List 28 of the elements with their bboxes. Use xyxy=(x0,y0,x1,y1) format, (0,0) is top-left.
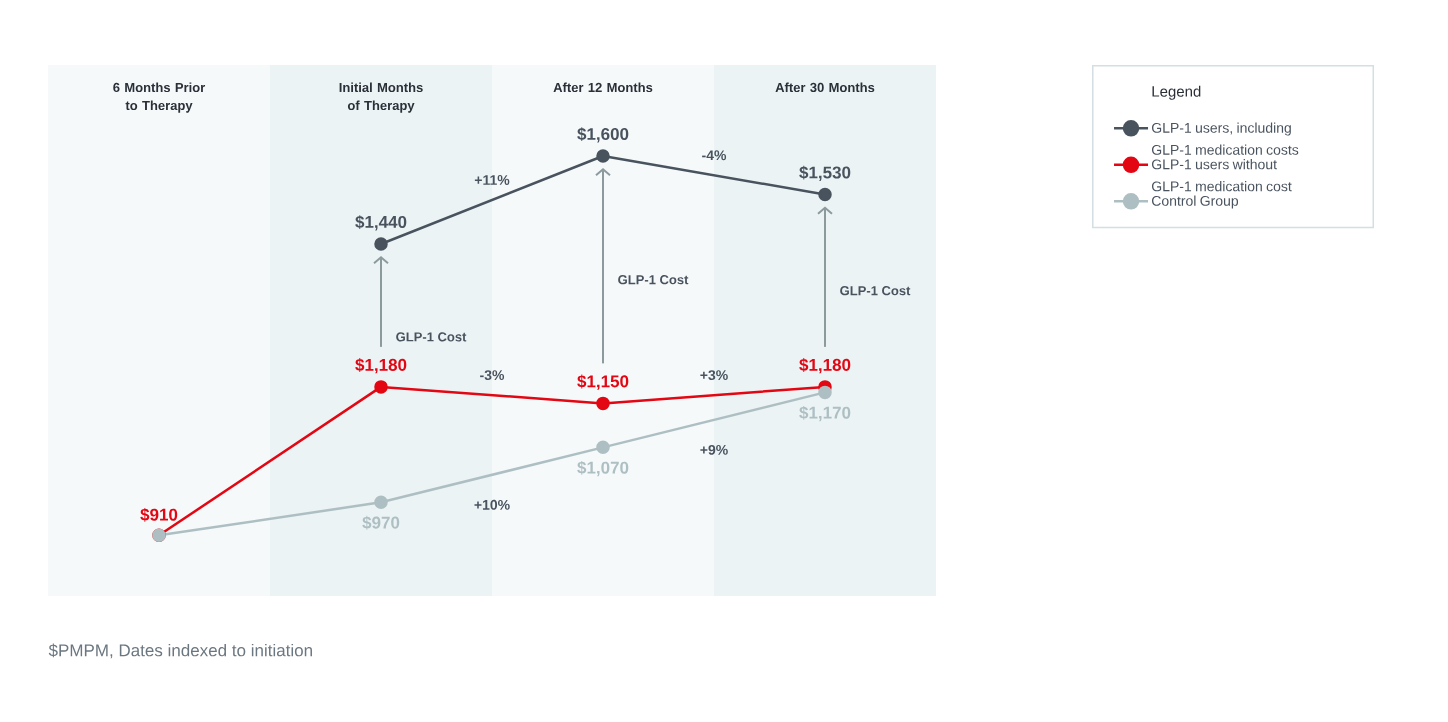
annotation: GLP-1 Cost xyxy=(618,275,689,285)
legend-label: GLP-1 users, including GLP-1 medication costs xyxy=(1151,122,1299,155)
x-tick-label: After 12 Months xyxy=(553,82,653,93)
data-label: $1,600 xyxy=(577,127,629,143)
data-label: $910 xyxy=(140,507,178,522)
annotation: -4% xyxy=(702,150,727,161)
annotation: -3% xyxy=(480,370,505,381)
data-label: $1,070 xyxy=(577,460,629,477)
data-label: $1,150 xyxy=(577,374,629,390)
data-label: $1,180 xyxy=(799,358,851,374)
data-label: $1,180 xyxy=(355,358,407,374)
data-label: $1,440 xyxy=(355,215,407,231)
data-label: $970 xyxy=(362,515,400,530)
data-label: $1,170 xyxy=(799,405,851,422)
annotation: +10% xyxy=(474,499,510,510)
text: $PMPM, Dates indexed to initiation xyxy=(48,643,312,659)
legend-title: Legend xyxy=(1152,85,1201,100)
legend-label: GLP-1 users without GLP-1 medication cost xyxy=(1151,159,1292,192)
annotation: +9% xyxy=(700,444,728,455)
annotation: GLP-1 Cost xyxy=(840,286,911,296)
x-tick-label: After 30 Months xyxy=(775,82,875,93)
x-tick-label: 6 Months Prior to Therapy xyxy=(113,82,206,113)
annotation: +11% xyxy=(474,175,510,185)
annotation: +3% xyxy=(700,370,728,381)
legend-label: Control Group xyxy=(1151,195,1239,209)
x-tick-label: Initial Months of Therapy xyxy=(339,82,423,113)
annotation: GLP-1 Cost xyxy=(396,332,467,342)
data-label: $1,530 xyxy=(799,165,851,181)
